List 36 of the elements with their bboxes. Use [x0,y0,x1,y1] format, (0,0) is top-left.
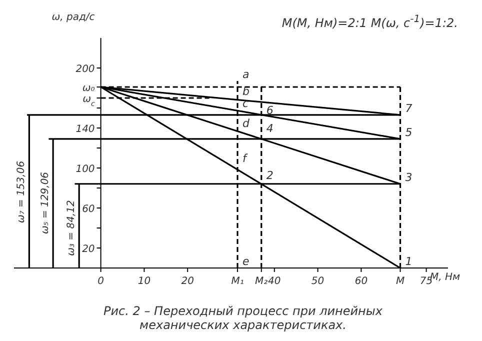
text: Рис. 2 – Переходный процесс при линейных механических характеристиках. [104,304,382,332]
y-axis-title: ω, рад/с [52,12,95,23]
y-tick-label: 60 [82,204,95,215]
x-tick-label: 10 [138,276,151,287]
y-tick-label: 140 [76,124,95,135]
annotation: 1 [405,255,412,268]
annotation: d [242,117,251,130]
annotation: 6 [266,104,274,117]
y-tick-label: 100 [76,164,95,175]
y-tick-label: ω$_{c}$ [82,94,95,108]
annotation: ω₃ = 84,12 [66,200,78,256]
x-tick-label: 40 [268,276,281,287]
y-tick-label: 20 [82,244,95,255]
x-tick-label: 20 [181,276,194,287]
annotation: f [242,152,249,165]
x-tick-label: 60 [354,276,368,287]
x-tick-label: 0 [98,276,104,287]
annotation: b [242,85,250,98]
x-tick-label: 50 [311,276,324,287]
x-tick-label: 75 [420,276,433,287]
annotation: ω₅ = 129,06 [40,172,52,234]
x-axis-title: M, Нм [430,272,460,283]
annotation: 3 [405,170,412,184]
x-tick-label: M [396,276,405,287]
x-tick-label: M₂ [255,276,268,287]
annotation: 2 [266,169,274,182]
annotation: e [242,255,250,268]
annotation: 7 [405,102,412,115]
annotation: 5 [405,126,412,139]
annotation: a [242,68,250,81]
x-tick-label: M₁ [231,276,244,287]
y-tick-label: 200 [76,64,95,75]
annotation: ω₇ = 153,06 [16,160,28,224]
y-tick-label: ω₀ [82,83,95,94]
text: M(M, Нм)=2:1 M(ω, с$^{-1}$)=1:2. [282,14,458,30]
annotation: 4 [266,122,274,135]
